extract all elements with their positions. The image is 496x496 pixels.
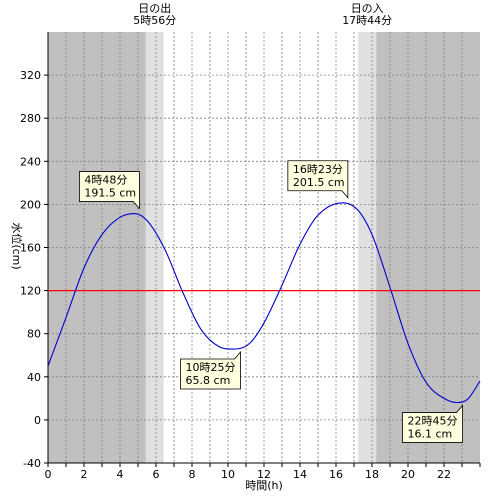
y-tick-label: 240 <box>20 155 41 168</box>
y-tick-label: 200 <box>20 198 41 211</box>
y-tick-label: 280 <box>20 112 41 125</box>
y-axis-label: 水位(cm) <box>10 222 24 269</box>
sunrise-time: 5時56分 <box>133 14 176 27</box>
x-tick-label: 2 <box>81 468 88 481</box>
x-tick-label: 4 <box>117 468 124 481</box>
x-tick-label: 8 <box>189 468 196 481</box>
y-tick-label: -40 <box>23 457 41 470</box>
x-tick-label: 6 <box>153 468 160 481</box>
x-tick-label: 20 <box>401 468 415 481</box>
callout-box <box>180 350 241 390</box>
x-tick-label: 16 <box>329 468 343 481</box>
y-tick-label: 320 <box>20 69 41 82</box>
y-tick-label: 120 <box>20 285 41 298</box>
sunset-time: 17時44分 <box>342 14 392 27</box>
callout-time: 22時45分 <box>408 415 458 428</box>
x-axis-label: 時間(h) <box>245 479 283 492</box>
x-tick-label: 10 <box>221 468 235 481</box>
callout-box <box>402 404 463 443</box>
tide-level-line <box>47 202 481 404</box>
callout-value: 65.8 cm <box>186 374 231 387</box>
x-tick-label: 18 <box>365 468 379 481</box>
callout-box <box>287 160 349 199</box>
callout-box <box>79 171 140 210</box>
x-tick-label: 0 <box>45 468 52 481</box>
y-tick-label: 160 <box>20 242 41 255</box>
twilight-band-dawn <box>145 32 164 463</box>
twilight-band-dusk <box>358 32 377 463</box>
sunset-title: 日の入 <box>351 2 384 15</box>
callout-value: 191.5 cm <box>84 187 136 200</box>
y-tick-label: 0 <box>34 414 41 427</box>
y-tick-label: 40 <box>27 371 41 384</box>
x-tick-label: 22 <box>437 468 451 481</box>
y-tick-label: 80 <box>27 328 41 341</box>
x-tick-label: 14 <box>293 468 307 481</box>
callout-time: 4時48分 <box>84 174 127 187</box>
x-tick-label: 12 <box>257 468 271 481</box>
callout-time: 10時25分 <box>186 361 236 374</box>
callout-time: 16時23分 <box>293 163 343 176</box>
callout-value: 16.1 cm <box>408 428 453 441</box>
sunrise-title: 日の出 <box>138 1 171 15</box>
callout-value: 201.5 cm <box>293 176 345 189</box>
